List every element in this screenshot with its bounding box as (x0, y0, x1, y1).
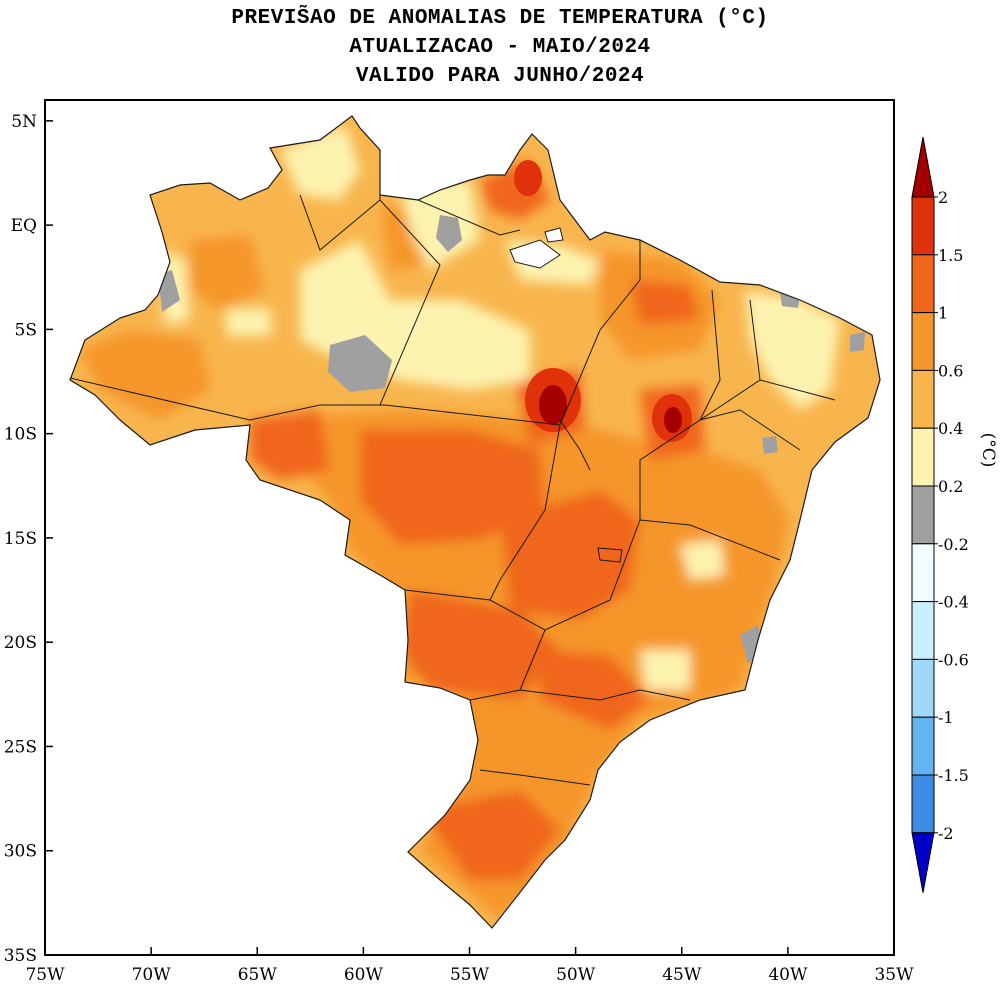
lat-tick-label: 30S (4, 842, 37, 862)
anomaly-near-zero-region (850, 332, 865, 352)
anomaly-1-1.5-region (250, 410, 330, 480)
colorbar-unit-label: (°C) (978, 433, 998, 468)
anomaly-1-1.5-region (630, 280, 700, 325)
title-line-2: ATUALIZACAO - MAIO/2024 (349, 36, 651, 59)
lon-tick-label: 40W (768, 965, 808, 985)
lon-tick-label: 50W (556, 965, 596, 985)
colorbar-band (911, 312, 935, 371)
anomaly-0.2-0.4-region (225, 308, 272, 337)
anomaly-near-zero-region (328, 335, 392, 392)
colorbar-tick-label: -2 (938, 824, 954, 843)
colorbar-band (911, 485, 935, 545)
anomaly-1-1.5-region (400, 590, 560, 700)
lat-tick-label: 35S (4, 946, 37, 966)
anomaly-above-2-hotspot (664, 407, 682, 433)
anomaly-0.6-1-region (80, 330, 210, 420)
colorbar-tick-label: 0.4 (938, 419, 963, 438)
latitude-axis: 5N EQ 5S 10S 15S 20S 25S 30S 35S (4, 112, 53, 966)
colorbar-tick-label: -1.5 (938, 766, 969, 785)
anomaly-above-2-hotspot (539, 385, 567, 425)
anomaly-0.6-1-region (190, 235, 265, 310)
anomaly-near-zero-region (436, 215, 462, 252)
lon-tick-label: 55W (450, 965, 490, 985)
lon-tick-label: 75W (25, 965, 65, 985)
anomaly-near-zero-region (762, 436, 778, 454)
lat-tick-label: 15S (4, 529, 37, 549)
colorbar-tick-label: 0.6 (938, 361, 963, 380)
colorbar-tick-label: 2 (938, 188, 948, 207)
lat-tick-label: 5S (15, 320, 37, 340)
colorbar-band (911, 254, 935, 314)
lat-tick-label: EQ (11, 216, 37, 236)
lat-tick-label: 20S (4, 633, 37, 653)
colorbar-band (911, 427, 935, 487)
colorbar-band-below-minus-2 (911, 832, 935, 893)
colorbar: 2 1.5 1 0.6 0.4 0.2 -0.2 -0.4 -0.6 -1 -1.5 -2 (911, 136, 969, 893)
colorbar-tick-label: -0.4 (938, 593, 969, 612)
anomaly-0.2-0.4-region (745, 290, 840, 410)
anomaly-1-1.5-region (360, 430, 545, 545)
lat-tick-label: 10S (4, 425, 37, 445)
colorbar-band-above-2 (911, 136, 935, 198)
anomaly-1-1.5-region (420, 790, 560, 880)
anomaly-1.5-2-hotspot (514, 160, 542, 196)
anomaly-1-1.5-region (540, 650, 650, 730)
anomaly-0.2-0.4-region (640, 650, 690, 690)
state-borders (69, 115, 881, 929)
lon-tick-label: 70W (132, 965, 172, 985)
lon-tick-label: 45W (662, 965, 702, 985)
colorbar-band (911, 601, 935, 660)
lat-tick-label: 25S (4, 737, 37, 757)
lat-tick-label: 5N (11, 112, 37, 132)
colorbar-band (911, 716, 935, 776)
colorbar-band (911, 658, 935, 718)
anomaly-1-1.5-region (500, 490, 640, 620)
map-title: PREVIS̃AO DE ANOMALIAS DE TEMPERATURA (°… (0, 4, 1000, 91)
lon-tick-label: 65W (238, 965, 278, 985)
anomaly-near-zero (158, 215, 865, 664)
colorbar-band (911, 774, 935, 834)
lon-tick-label: 60W (344, 965, 384, 985)
title-line-1: PREVIS̃AO DE ANOMALIAS DE TEMPERATURA (°… (231, 7, 769, 30)
longitude-axis: 75W 70W 65W 60W 55W 50W 45W 40W 35W (25, 947, 914, 985)
colorbar-tick-label: -0.2 (938, 535, 969, 554)
colorbar-tick-label: -1 (938, 708, 954, 727)
lon-tick-label: 35W (874, 965, 914, 985)
amazon-delta-islands (509, 227, 564, 269)
colorbar-tick-label: 0.2 (938, 477, 963, 496)
anomaly-hotspots (514, 160, 692, 442)
colorbar-band (911, 196, 935, 256)
anomaly-0.2-0.4-region (680, 540, 725, 580)
title-line-3: VALIDO PARA JUNHO/2024 (355, 65, 645, 88)
colorbar-band (911, 543, 935, 603)
colorbar-tick-label: 1.5 (938, 246, 963, 265)
colorbar-band (911, 369, 935, 429)
colorbar-tick-label: 1 (938, 304, 948, 323)
colorbar-tick-label: -0.6 (938, 650, 969, 669)
